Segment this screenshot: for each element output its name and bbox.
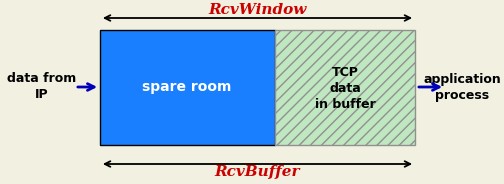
Text: spare room: spare room xyxy=(142,80,232,94)
Bar xyxy=(100,30,275,145)
Text: RcvWindow: RcvWindow xyxy=(209,3,307,17)
Bar xyxy=(275,30,415,145)
Text: TCP: TCP xyxy=(332,66,358,79)
Text: data: data xyxy=(329,82,361,95)
Text: data from
IP: data from IP xyxy=(8,72,77,102)
Text: in buffer: in buffer xyxy=(314,98,375,111)
Text: application
process: application process xyxy=(423,72,501,102)
Text: RcvBuffer: RcvBuffer xyxy=(214,165,300,179)
